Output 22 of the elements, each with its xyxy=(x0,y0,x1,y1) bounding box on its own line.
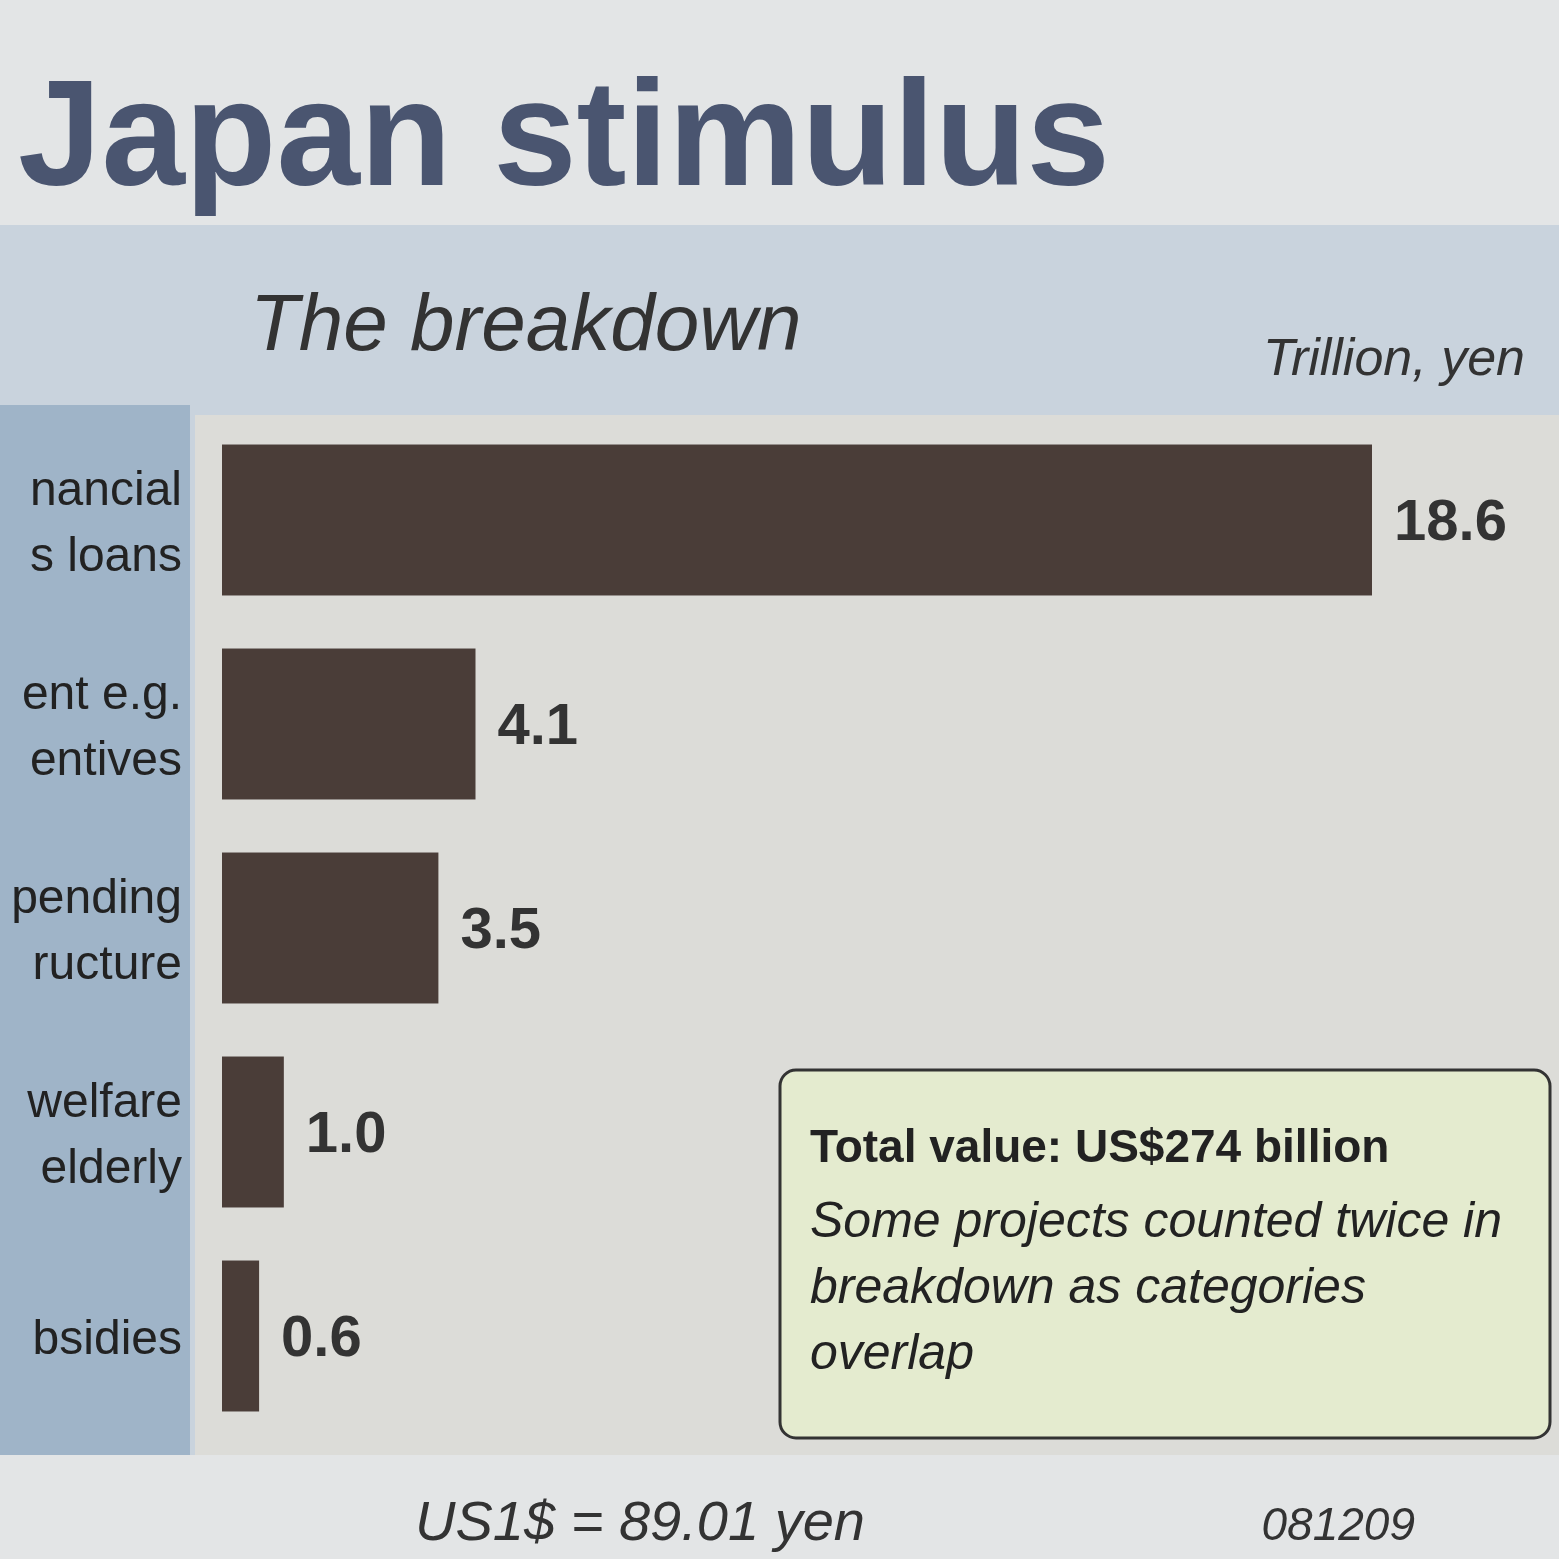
data-label: 3.5 xyxy=(460,895,542,960)
text: 081209 xyxy=(1261,1498,1415,1550)
data-label: 1.0 xyxy=(305,1099,387,1164)
bar xyxy=(222,1260,260,1412)
bar xyxy=(222,1056,284,1208)
annotation: Some projects counted twice in breakdown as categories overlap xyxy=(810,1192,1503,1380)
bar xyxy=(222,648,476,800)
chart-subtitle: The breakdown xyxy=(250,278,802,367)
bar xyxy=(222,444,1372,596)
y-tick-label: nancial s loans xyxy=(29,462,182,581)
y-tick-label: ent e.g. entives xyxy=(21,666,182,785)
text: US1$ = 89.01 yen xyxy=(415,1489,865,1552)
x-axis-title: Trillion, yen xyxy=(1262,328,1525,386)
chart-title: Japan stimulus xyxy=(18,49,1110,217)
y-tick-label: pending ructure xyxy=(11,870,182,989)
bar xyxy=(222,852,439,1004)
data-label: 4.1 xyxy=(497,691,579,756)
data-label: 0.6 xyxy=(281,1303,362,1368)
data-label: 18.6 xyxy=(1394,487,1507,552)
annotation: Total value: US$274 billion xyxy=(810,1120,1390,1172)
y-tick-label: bsidies xyxy=(32,1311,182,1364)
y-tick-label: welfare elderly xyxy=(26,1074,182,1193)
